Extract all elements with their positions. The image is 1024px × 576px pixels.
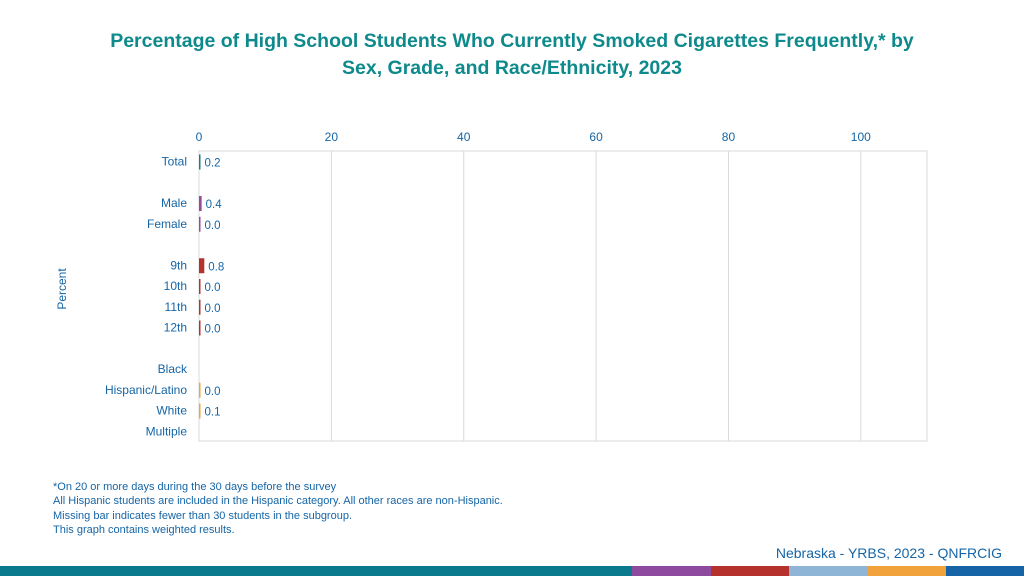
chart-title-line-2: Sex, Grade, and Race/Ethnicity, 2023 (342, 57, 682, 79)
bar (199, 196, 202, 211)
bar (199, 320, 201, 336)
value-label: 0.2 (205, 158, 221, 170)
y-axis-title: Percent (55, 268, 69, 310)
color-bar-segment (632, 566, 711, 576)
x-tick-label: 40 (457, 130, 471, 144)
footnote-line: This graph contains weighted results. (53, 523, 235, 536)
value-label: 0.1 (205, 407, 221, 419)
bar-chart: 0 20 40 60 80 100 Percent Total 0.2 Male 0.4 Female… (55, 130, 928, 442)
bar (199, 154, 201, 170)
footnotes: *On 20 or more days during the 30 days b… (53, 480, 503, 537)
category-label: Black (158, 362, 188, 376)
footnote-line: Missing bar indicates fewer than 30 stud… (53, 509, 353, 522)
x-tick-label: 0 (196, 130, 203, 144)
color-bar-segment (789, 566, 867, 576)
category-label: White (156, 404, 187, 418)
bar (199, 216, 201, 232)
category-label: 9th (170, 258, 187, 272)
category-label: 11th (165, 300, 187, 314)
value-label: 0.0 (205, 303, 221, 315)
bar (199, 279, 201, 294)
value-label: 0.0 (205, 386, 221, 398)
x-tick-label: 100 (851, 130, 871, 144)
x-tick-label: 80 (722, 130, 736, 144)
category-label: Female (147, 217, 187, 231)
bar (199, 382, 201, 398)
bar (199, 403, 201, 419)
value-label: 0.4 (206, 199, 223, 211)
bar (199, 299, 201, 315)
value-label: 0.0 (205, 282, 221, 294)
category-label: 12th (164, 321, 187, 335)
category-label: Multiple (146, 424, 188, 438)
x-tick-label: 60 (589, 130, 603, 144)
category-label: Male (161, 196, 187, 210)
value-label: 0.0 (205, 324, 221, 336)
color-bar-segment (0, 566, 632, 576)
footnote-line: All Hispanic students are included in th… (53, 495, 503, 508)
source-label: Nebraska - YRBS, 2023 - QNFRCIG (775, 545, 1002, 561)
category-label: 10th (164, 279, 187, 293)
bottom-color-bar (0, 566, 1024, 576)
value-label: 0.0 (205, 220, 221, 232)
footnote-line: *On 20 or more days during the 30 days b… (53, 481, 337, 493)
value-label: 0.8 (208, 261, 224, 273)
color-bar-segment (867, 566, 946, 576)
category-label: Total (162, 155, 187, 169)
color-bar-segment (711, 566, 789, 576)
plot-area (198, 150, 928, 442)
x-tick-label: 20 (325, 130, 339, 144)
bar (199, 258, 205, 274)
category-label: Hispanic/Latino (105, 383, 187, 397)
color-bar-segment (946, 566, 1024, 576)
chart-title: Percentage of High School Students Who C… (62, 28, 962, 82)
chart-title-line-1: Percentage of High School Students Who C… (110, 30, 914, 52)
